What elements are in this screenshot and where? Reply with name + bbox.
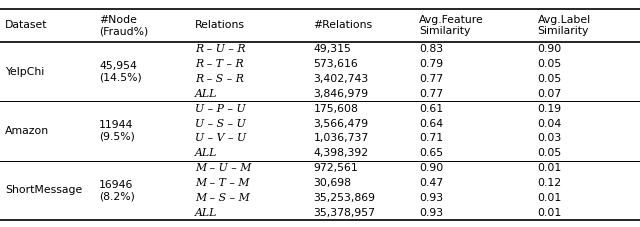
Text: 0.79: 0.79 bbox=[419, 59, 444, 69]
Text: Avg.Feature
Similarity: Avg.Feature Similarity bbox=[419, 15, 484, 36]
Text: 0.05: 0.05 bbox=[538, 148, 562, 158]
Text: 11944
(9.5%): 11944 (9.5%) bbox=[99, 120, 135, 142]
Text: 49,315: 49,315 bbox=[314, 44, 351, 54]
Text: 0.90: 0.90 bbox=[538, 44, 562, 54]
Text: 0.71: 0.71 bbox=[419, 133, 444, 143]
Text: 0.83: 0.83 bbox=[419, 44, 444, 54]
Text: M – T – M: M – T – M bbox=[195, 178, 250, 188]
Text: U – S – U: U – S – U bbox=[195, 118, 246, 128]
Text: 0.77: 0.77 bbox=[419, 74, 444, 84]
Text: 0.01: 0.01 bbox=[538, 193, 562, 203]
Text: U – V – U: U – V – U bbox=[195, 133, 246, 143]
Text: 0.93: 0.93 bbox=[419, 208, 444, 218]
Text: ShortMessage: ShortMessage bbox=[5, 185, 83, 195]
Text: 45,954
(14.5%): 45,954 (14.5%) bbox=[99, 61, 142, 82]
Text: R – T – R: R – T – R bbox=[195, 59, 244, 69]
Text: 0.05: 0.05 bbox=[538, 59, 562, 69]
Text: 0.90: 0.90 bbox=[419, 163, 444, 173]
Text: ALL: ALL bbox=[195, 208, 218, 218]
Text: 0.64: 0.64 bbox=[419, 118, 444, 128]
Text: 0.05: 0.05 bbox=[538, 74, 562, 84]
Text: M – U – M: M – U – M bbox=[195, 163, 252, 173]
Text: 0.12: 0.12 bbox=[538, 178, 562, 188]
Text: 3,846,979: 3,846,979 bbox=[314, 89, 369, 99]
Text: 0.47: 0.47 bbox=[419, 178, 444, 188]
Text: 16946
(8.2%): 16946 (8.2%) bbox=[99, 180, 135, 201]
Text: 0.19: 0.19 bbox=[538, 104, 562, 114]
Text: 4,398,392: 4,398,392 bbox=[314, 148, 369, 158]
Text: 0.93: 0.93 bbox=[419, 193, 444, 203]
Text: 0.01: 0.01 bbox=[538, 163, 562, 173]
Text: R – S – R: R – S – R bbox=[195, 74, 244, 84]
Text: Dataset: Dataset bbox=[5, 20, 47, 30]
Text: 0.07: 0.07 bbox=[538, 89, 562, 99]
Text: 0.03: 0.03 bbox=[538, 133, 562, 143]
Text: 30,698: 30,698 bbox=[314, 178, 351, 188]
Text: M – S – M: M – S – M bbox=[195, 193, 250, 203]
Text: 3,402,743: 3,402,743 bbox=[314, 74, 369, 84]
Text: 0.04: 0.04 bbox=[538, 118, 562, 128]
Text: R – U – R: R – U – R bbox=[195, 44, 246, 54]
Text: 972,561: 972,561 bbox=[314, 163, 358, 173]
Text: 573,616: 573,616 bbox=[314, 59, 358, 69]
Text: Amazon: Amazon bbox=[5, 126, 49, 136]
Text: 0.61: 0.61 bbox=[419, 104, 444, 114]
Text: 1,036,737: 1,036,737 bbox=[314, 133, 369, 143]
Text: YelpChi: YelpChi bbox=[5, 67, 44, 76]
Text: U – P – U: U – P – U bbox=[195, 104, 246, 114]
Text: 0.01: 0.01 bbox=[538, 208, 562, 218]
Text: 35,378,957: 35,378,957 bbox=[314, 208, 376, 218]
Text: #Node
(Fraud%): #Node (Fraud%) bbox=[99, 15, 148, 36]
Text: 175,608: 175,608 bbox=[314, 104, 358, 114]
Text: #Relations: #Relations bbox=[314, 20, 372, 30]
Text: ALL: ALL bbox=[195, 89, 218, 99]
Text: Relations: Relations bbox=[195, 20, 245, 30]
Text: 0.65: 0.65 bbox=[419, 148, 444, 158]
Text: Avg.Label
Similarity: Avg.Label Similarity bbox=[538, 15, 591, 36]
Text: 35,253,869: 35,253,869 bbox=[314, 193, 376, 203]
Text: 0.77: 0.77 bbox=[419, 89, 444, 99]
Text: 3,566,479: 3,566,479 bbox=[314, 118, 369, 128]
Text: ALL: ALL bbox=[195, 148, 218, 158]
